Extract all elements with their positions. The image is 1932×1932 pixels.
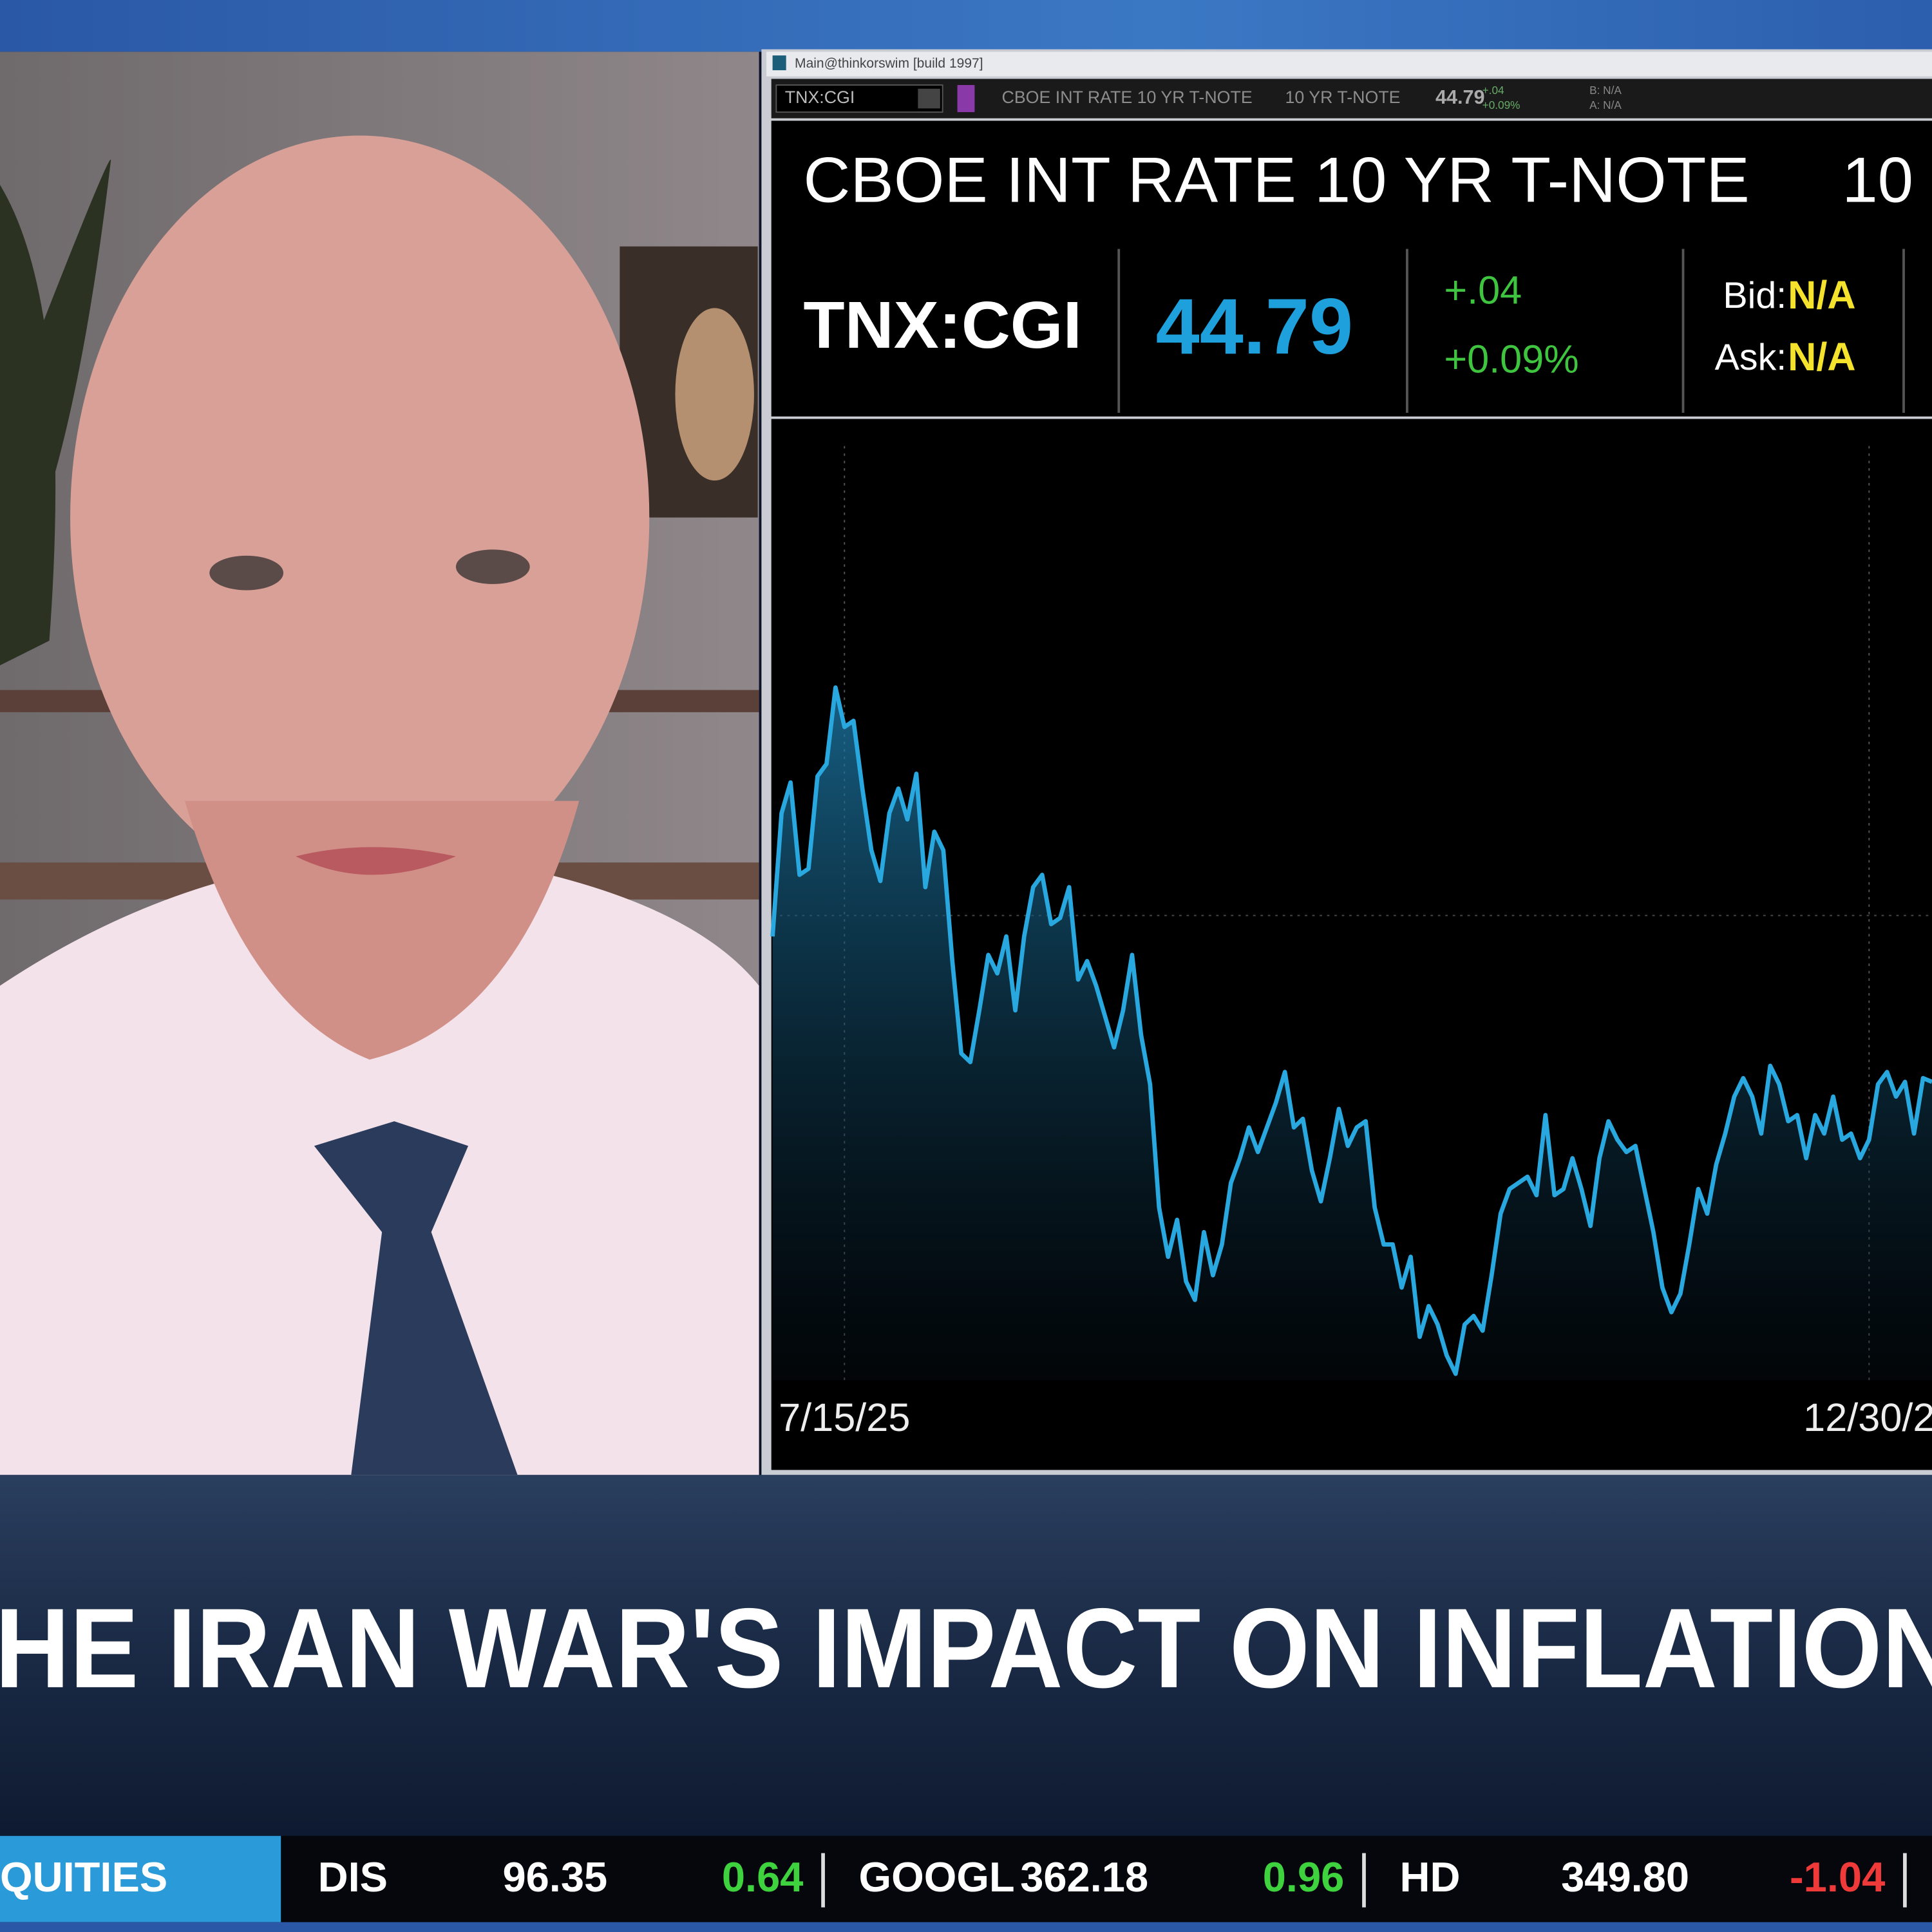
area (772, 687, 1932, 1380)
video-feed (0, 52, 759, 1475)
app-icon (772, 55, 786, 71)
quote-change: +.04 (1444, 269, 1522, 312)
ticker-items: DIS 96.35 0.64 GOOGL 362.18 0.96 HD 349.80 -1.04 (318, 1853, 1907, 1908)
painting (675, 308, 754, 481)
ask-value: N/A (1788, 335, 1855, 379)
dropdown[interactable] (918, 88, 940, 109)
ticker-bar (0, 1835, 1932, 1922)
toolbar-ask: A: N/A (1589, 99, 1622, 111)
mouth (296, 847, 456, 875)
head (70, 135, 650, 900)
ask-label: Ask: (1715, 337, 1787, 378)
toolbar-change: +.04 (1482, 84, 1504, 97)
toolbar-bid: B: N/A (1589, 84, 1622, 97)
headline: HE IRAN WAR'S IMPACT ON INFLATION (0, 1586, 1932, 1712)
ticker-symbol: HD (1399, 1853, 1460, 1900)
quote-panel (771, 120, 1932, 417)
ticker-section: QUITIES (0, 1853, 167, 1900)
ticker-price: 349.80 (1561, 1853, 1689, 1900)
symbol-box[interactable] (775, 84, 943, 113)
bottom-band (0, 1922, 1932, 1932)
quote-symbol: TNX:CGI (803, 287, 1081, 362)
quote-last: 44.79 (1156, 282, 1353, 370)
quote-title-right: 10 (1842, 144, 1913, 216)
quote-title: CBOE INT RATE 10 YR T-NOTE (803, 144, 1749, 216)
ticker-section-box (0, 1835, 281, 1922)
window-title: Main@thinkorswim [build 1997] (795, 56, 983, 71)
line (770, 685, 1932, 1376)
toolbar-symbol: TNX:CGI (785, 88, 855, 107)
eye (209, 555, 284, 591)
ticker-symbol: GOOGL (859, 1853, 1015, 1900)
top-band (0, 0, 1932, 52)
link-icon[interactable] (957, 85, 975, 113)
tie (314, 1121, 518, 1475)
toolbar-short-name: 10 YR T-NOTE (1285, 88, 1401, 107)
plant (0, 159, 111, 666)
ticker-symbol: DIS (318, 1853, 388, 1900)
ticker-change: 0.96 (1263, 1853, 1345, 1900)
quote-change-pct: +0.09% (1444, 337, 1578, 381)
ticker-change: 0.64 (722, 1853, 804, 1900)
toolbar-last: 44.79 (1435, 86, 1485, 108)
bid-label: Bid: (1723, 275, 1786, 316)
toolbar-description: CBOE INT RATE 10 YR T-NOTE (1001, 88, 1252, 107)
jaw (184, 800, 580, 1060)
ticker-price: 362.18 (1020, 1853, 1148, 1900)
bid-value: N/A (1788, 273, 1855, 317)
price-chart: 7/15/25 12/30/2 (770, 446, 1932, 1439)
x-tick-label: 12/30/2 (1803, 1396, 1932, 1439)
toolbar-change-pct: +0.09% (1482, 99, 1520, 111)
lower-third (0, 1475, 1932, 1836)
window-titlebar (766, 52, 1932, 77)
ticker-price: 96.35 (502, 1853, 607, 1900)
ticker-change: -1.04 (1790, 1853, 1885, 1900)
eye (455, 549, 530, 584)
x-tick-label: 7/15/25 (779, 1396, 910, 1439)
